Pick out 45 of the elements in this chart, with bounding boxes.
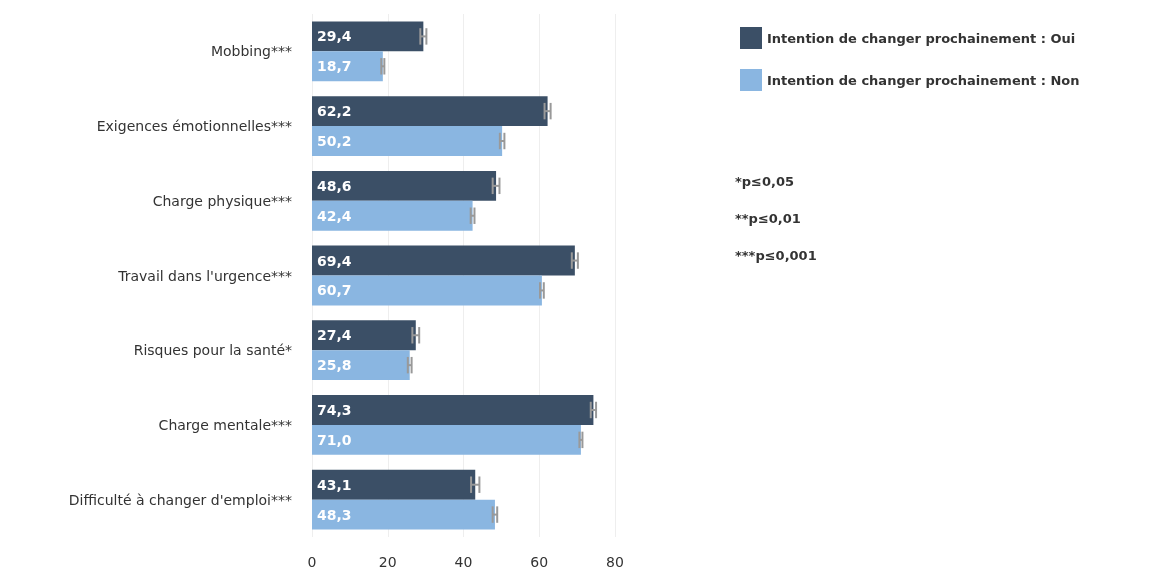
data-label: 42,4 xyxy=(317,207,352,224)
legend-label: Intention de changer prochainement : Non xyxy=(767,72,1080,88)
data-label: 48,3 xyxy=(317,506,352,523)
data-label: 48,6 xyxy=(317,177,352,194)
bar xyxy=(312,126,503,156)
bar xyxy=(312,424,581,455)
bar xyxy=(312,96,548,127)
y-tick-label: Exigences émotionnelles*** xyxy=(96,118,292,135)
text: *p≤0,05 xyxy=(735,174,795,189)
legend-label: Intention de changer prochainement : Oui xyxy=(767,30,1076,46)
data-label: 71,0 xyxy=(317,431,352,448)
data-label: 25,8 xyxy=(317,357,352,374)
bar xyxy=(312,170,497,201)
data-label: 50,2 xyxy=(317,133,352,150)
bar xyxy=(312,395,594,425)
data-label: 69,4 xyxy=(317,252,352,269)
bar xyxy=(312,275,542,306)
data-label: 60,7 xyxy=(317,282,352,299)
data-label: 43,1 xyxy=(317,476,352,493)
bar xyxy=(312,200,473,231)
y-tick-label: Risques pour la santé* xyxy=(133,342,292,359)
y-tick-label: Travail dans l'urgence*** xyxy=(117,267,292,284)
bar xyxy=(312,499,495,530)
data-label: 18,7 xyxy=(317,58,352,75)
data-label: 74,3 xyxy=(317,401,352,418)
x-tick-label: 60 xyxy=(530,554,549,570)
x-tick-label: 40 xyxy=(454,554,473,570)
bar xyxy=(312,469,476,500)
text: ***p≤0,001 xyxy=(735,248,817,263)
x-tick-label: 80 xyxy=(606,554,624,570)
text: **p≤0,01 xyxy=(735,211,801,226)
bar xyxy=(312,320,416,351)
x-tick-label: 20 xyxy=(378,554,397,570)
x-tick-label: 0 xyxy=(307,554,317,570)
bar xyxy=(312,245,575,276)
data-label: 27,4 xyxy=(317,327,352,344)
y-tick-label: Mobbing*** xyxy=(210,43,292,60)
bar xyxy=(312,350,410,381)
bar xyxy=(312,21,424,52)
data-label: 29,4 xyxy=(317,28,352,45)
bar xyxy=(312,51,383,82)
data-label: 62,2 xyxy=(317,103,352,120)
y-tick-label: Charge physique*** xyxy=(152,192,292,209)
y-tick-label: Difficulté à changer d'emploi*** xyxy=(68,491,292,508)
y-tick-label: Charge mentale*** xyxy=(158,416,292,433)
